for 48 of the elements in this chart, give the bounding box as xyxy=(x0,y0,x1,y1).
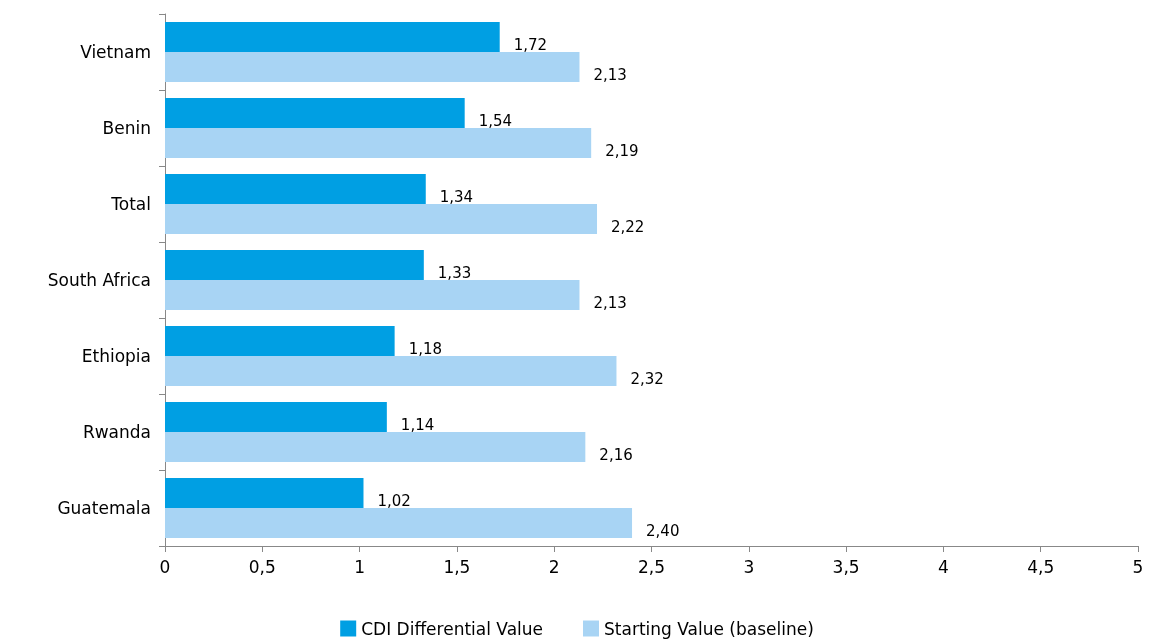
data-label: 1,54 xyxy=(478,112,513,130)
y-tick-label: Guatemala xyxy=(57,498,151,518)
bar xyxy=(165,356,617,386)
x-tick-label: 2 xyxy=(548,556,560,577)
x-tick-label: 3 xyxy=(743,556,755,577)
bar xyxy=(165,250,424,280)
bar xyxy=(165,326,395,356)
data-label: 2,13 xyxy=(593,66,627,84)
y-tick-label: Ethiopia xyxy=(81,346,151,366)
bar xyxy=(165,280,580,310)
x-tick-label: 4,5 xyxy=(1027,556,1055,577)
data-label: 1,33 xyxy=(437,264,472,282)
data-label: 2,40 xyxy=(646,522,680,540)
x-tick-label: 1,5 xyxy=(443,556,471,577)
data-label: 2,22 xyxy=(611,218,645,236)
bar xyxy=(165,508,633,538)
data-label: 1,18 xyxy=(408,340,443,358)
legend-label: Starting Value (baseline) xyxy=(604,618,814,639)
x-tick-label: 0,5 xyxy=(248,556,276,577)
y-tick-label: South Africa xyxy=(47,270,151,290)
x-tick-label: 0 xyxy=(159,556,171,577)
y-tick-label: Rwanda xyxy=(82,422,151,442)
bar xyxy=(165,432,586,462)
data-label: 2,19 xyxy=(605,142,639,160)
bar xyxy=(165,204,598,234)
bar xyxy=(165,478,364,508)
bar xyxy=(165,22,500,52)
bar xyxy=(165,402,387,432)
legend-label: CDI Differential Value xyxy=(361,618,544,639)
data-label: 1,14 xyxy=(400,416,435,434)
y-tick-label: Benin xyxy=(102,118,151,138)
data-label: 2,13 xyxy=(593,294,627,312)
bar xyxy=(165,52,580,82)
data-label: 1,34 xyxy=(439,188,474,206)
x-tick-label: 5 xyxy=(1132,556,1144,577)
x-tick-label: 2,5 xyxy=(637,556,666,577)
data-label: 1,72 xyxy=(513,36,548,54)
bar xyxy=(165,128,592,158)
data-label: 1,02 xyxy=(377,492,411,510)
data-label: 2,32 xyxy=(630,370,664,388)
y-tick-label: Total xyxy=(110,194,151,214)
y-tick-label: Vietnam xyxy=(80,42,151,62)
x-tick-label: 1 xyxy=(354,556,366,577)
bar xyxy=(165,174,426,204)
bar xyxy=(165,98,465,128)
x-tick-label: 3,5 xyxy=(832,556,860,577)
data-label: 2,16 xyxy=(599,446,633,464)
x-tick-label: 4 xyxy=(937,556,949,577)
